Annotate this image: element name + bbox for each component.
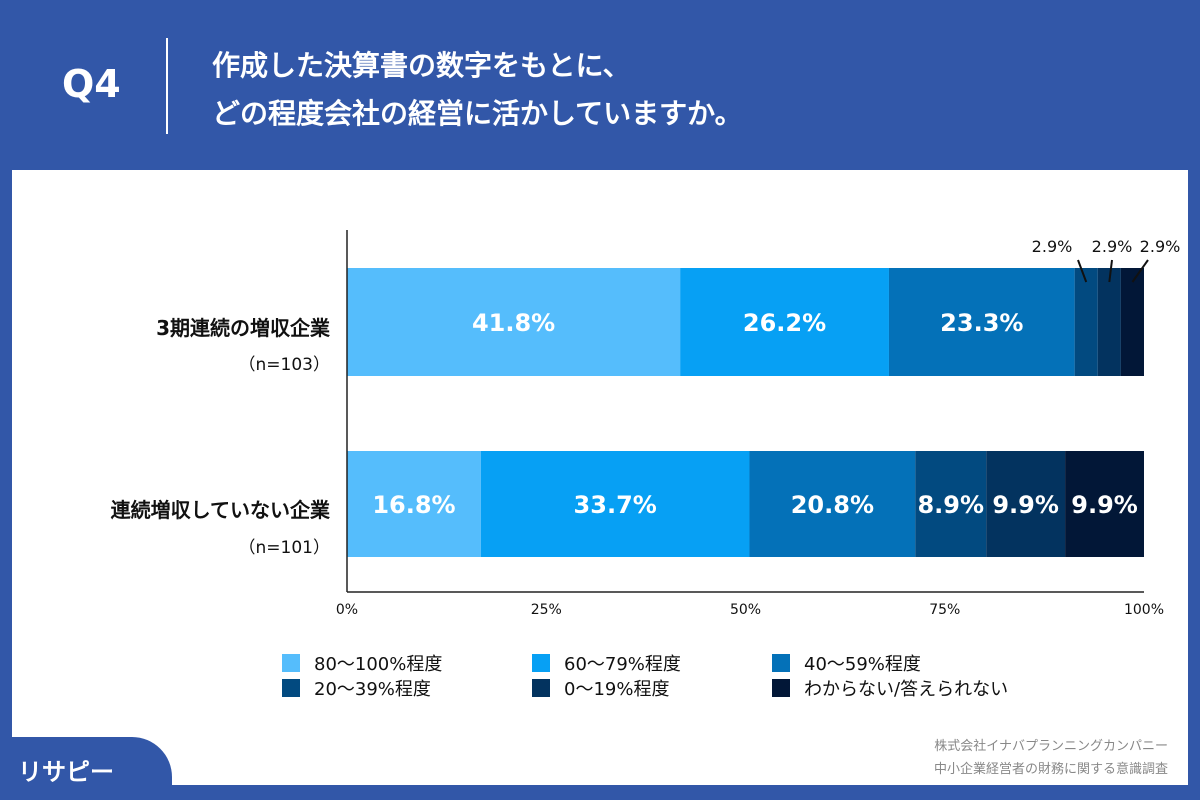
legend-swatch xyxy=(282,679,300,697)
bar-segment xyxy=(1097,268,1121,376)
bar-segment xyxy=(1120,268,1144,376)
question-number: Q4 xyxy=(62,62,121,106)
data-label: 20.8% xyxy=(791,491,874,519)
x-tick-label: 25% xyxy=(531,602,562,618)
source-survey: 中小企業経営者の財務に関する意識調査 xyxy=(933,762,1168,777)
legend-label: 40〜59%程度 xyxy=(804,654,921,675)
legend-item: 20〜39%程度 xyxy=(282,675,431,701)
legend-item: 80〜100%程度 xyxy=(282,650,442,676)
leader-line xyxy=(1108,259,1113,283)
bar-segment xyxy=(1065,451,1144,557)
bar-segment xyxy=(986,451,1066,557)
legend-label: 60〜79%程度 xyxy=(564,654,681,675)
data-label: 41.8% xyxy=(472,309,555,337)
legend-swatch xyxy=(532,679,550,697)
legend-item: 0〜19%程度 xyxy=(532,675,669,701)
x-tick-label: 50% xyxy=(730,602,761,618)
data-label: 9.9% xyxy=(1071,491,1138,519)
legend-swatch xyxy=(772,654,790,672)
data-label: 26.2% xyxy=(743,309,826,337)
data-label: 9.9% xyxy=(992,491,1059,519)
bar-segment xyxy=(1074,268,1098,376)
legend-swatch xyxy=(772,679,790,697)
x-tick-label: 75% xyxy=(929,602,960,618)
leader-line xyxy=(1077,259,1088,283)
category-label: 3期連続の増収企業 xyxy=(156,316,330,340)
bar-segment xyxy=(347,268,681,376)
logo: リサピー xyxy=(18,758,114,786)
legend-label: 0〜19%程度 xyxy=(564,679,670,700)
legend-swatch xyxy=(282,654,300,672)
x-tick-label: 0% xyxy=(336,602,358,618)
legend-label: わからない/答えられない xyxy=(804,679,1009,700)
category-label: 連続増収していない企業 xyxy=(110,498,330,522)
divider xyxy=(166,38,168,134)
legend-item: わからない/答えられない xyxy=(772,675,1008,701)
bar-segment xyxy=(915,451,987,557)
data-label: 33.7% xyxy=(574,491,657,519)
title-line-2: どの程度会社の経営に活かしていますか。 xyxy=(212,97,743,130)
x-tick-label: 100% xyxy=(1124,602,1164,618)
data-label: 23.3% xyxy=(940,309,1023,337)
page-title: 作成した決算書の数字をもとに、 どの程度会社の経営に活かしていますか。 xyxy=(212,42,743,138)
source-company: 株式会社イナバプランニングカンパニー xyxy=(934,739,1168,754)
legend-label: 20〜39%程度 xyxy=(314,679,431,700)
leader-line xyxy=(1131,259,1149,283)
data-label: 8.9% xyxy=(917,491,984,519)
legend-label: 80〜100%程度 xyxy=(314,654,443,675)
bar-segment xyxy=(347,451,481,557)
data-label: 2.9% xyxy=(1032,237,1073,256)
data-label: 16.8% xyxy=(372,491,455,519)
bar-segment xyxy=(480,451,750,557)
bar-segment xyxy=(680,268,889,376)
logo-badge xyxy=(0,737,172,800)
data-label: 2.9% xyxy=(1140,237,1181,256)
legend-swatch xyxy=(532,654,550,672)
category-n: （n=101） xyxy=(238,538,330,558)
legend-item: 60〜79%程度 xyxy=(532,650,681,676)
bar-segment xyxy=(749,451,916,557)
bar-segment xyxy=(888,268,1075,376)
legend-item: 40〜59%程度 xyxy=(772,650,921,676)
data-label: 2.9% xyxy=(1092,237,1133,256)
category-n: （n=103） xyxy=(238,355,330,375)
title-line-1: 作成した決算書の数字をもとに、 xyxy=(212,49,631,82)
